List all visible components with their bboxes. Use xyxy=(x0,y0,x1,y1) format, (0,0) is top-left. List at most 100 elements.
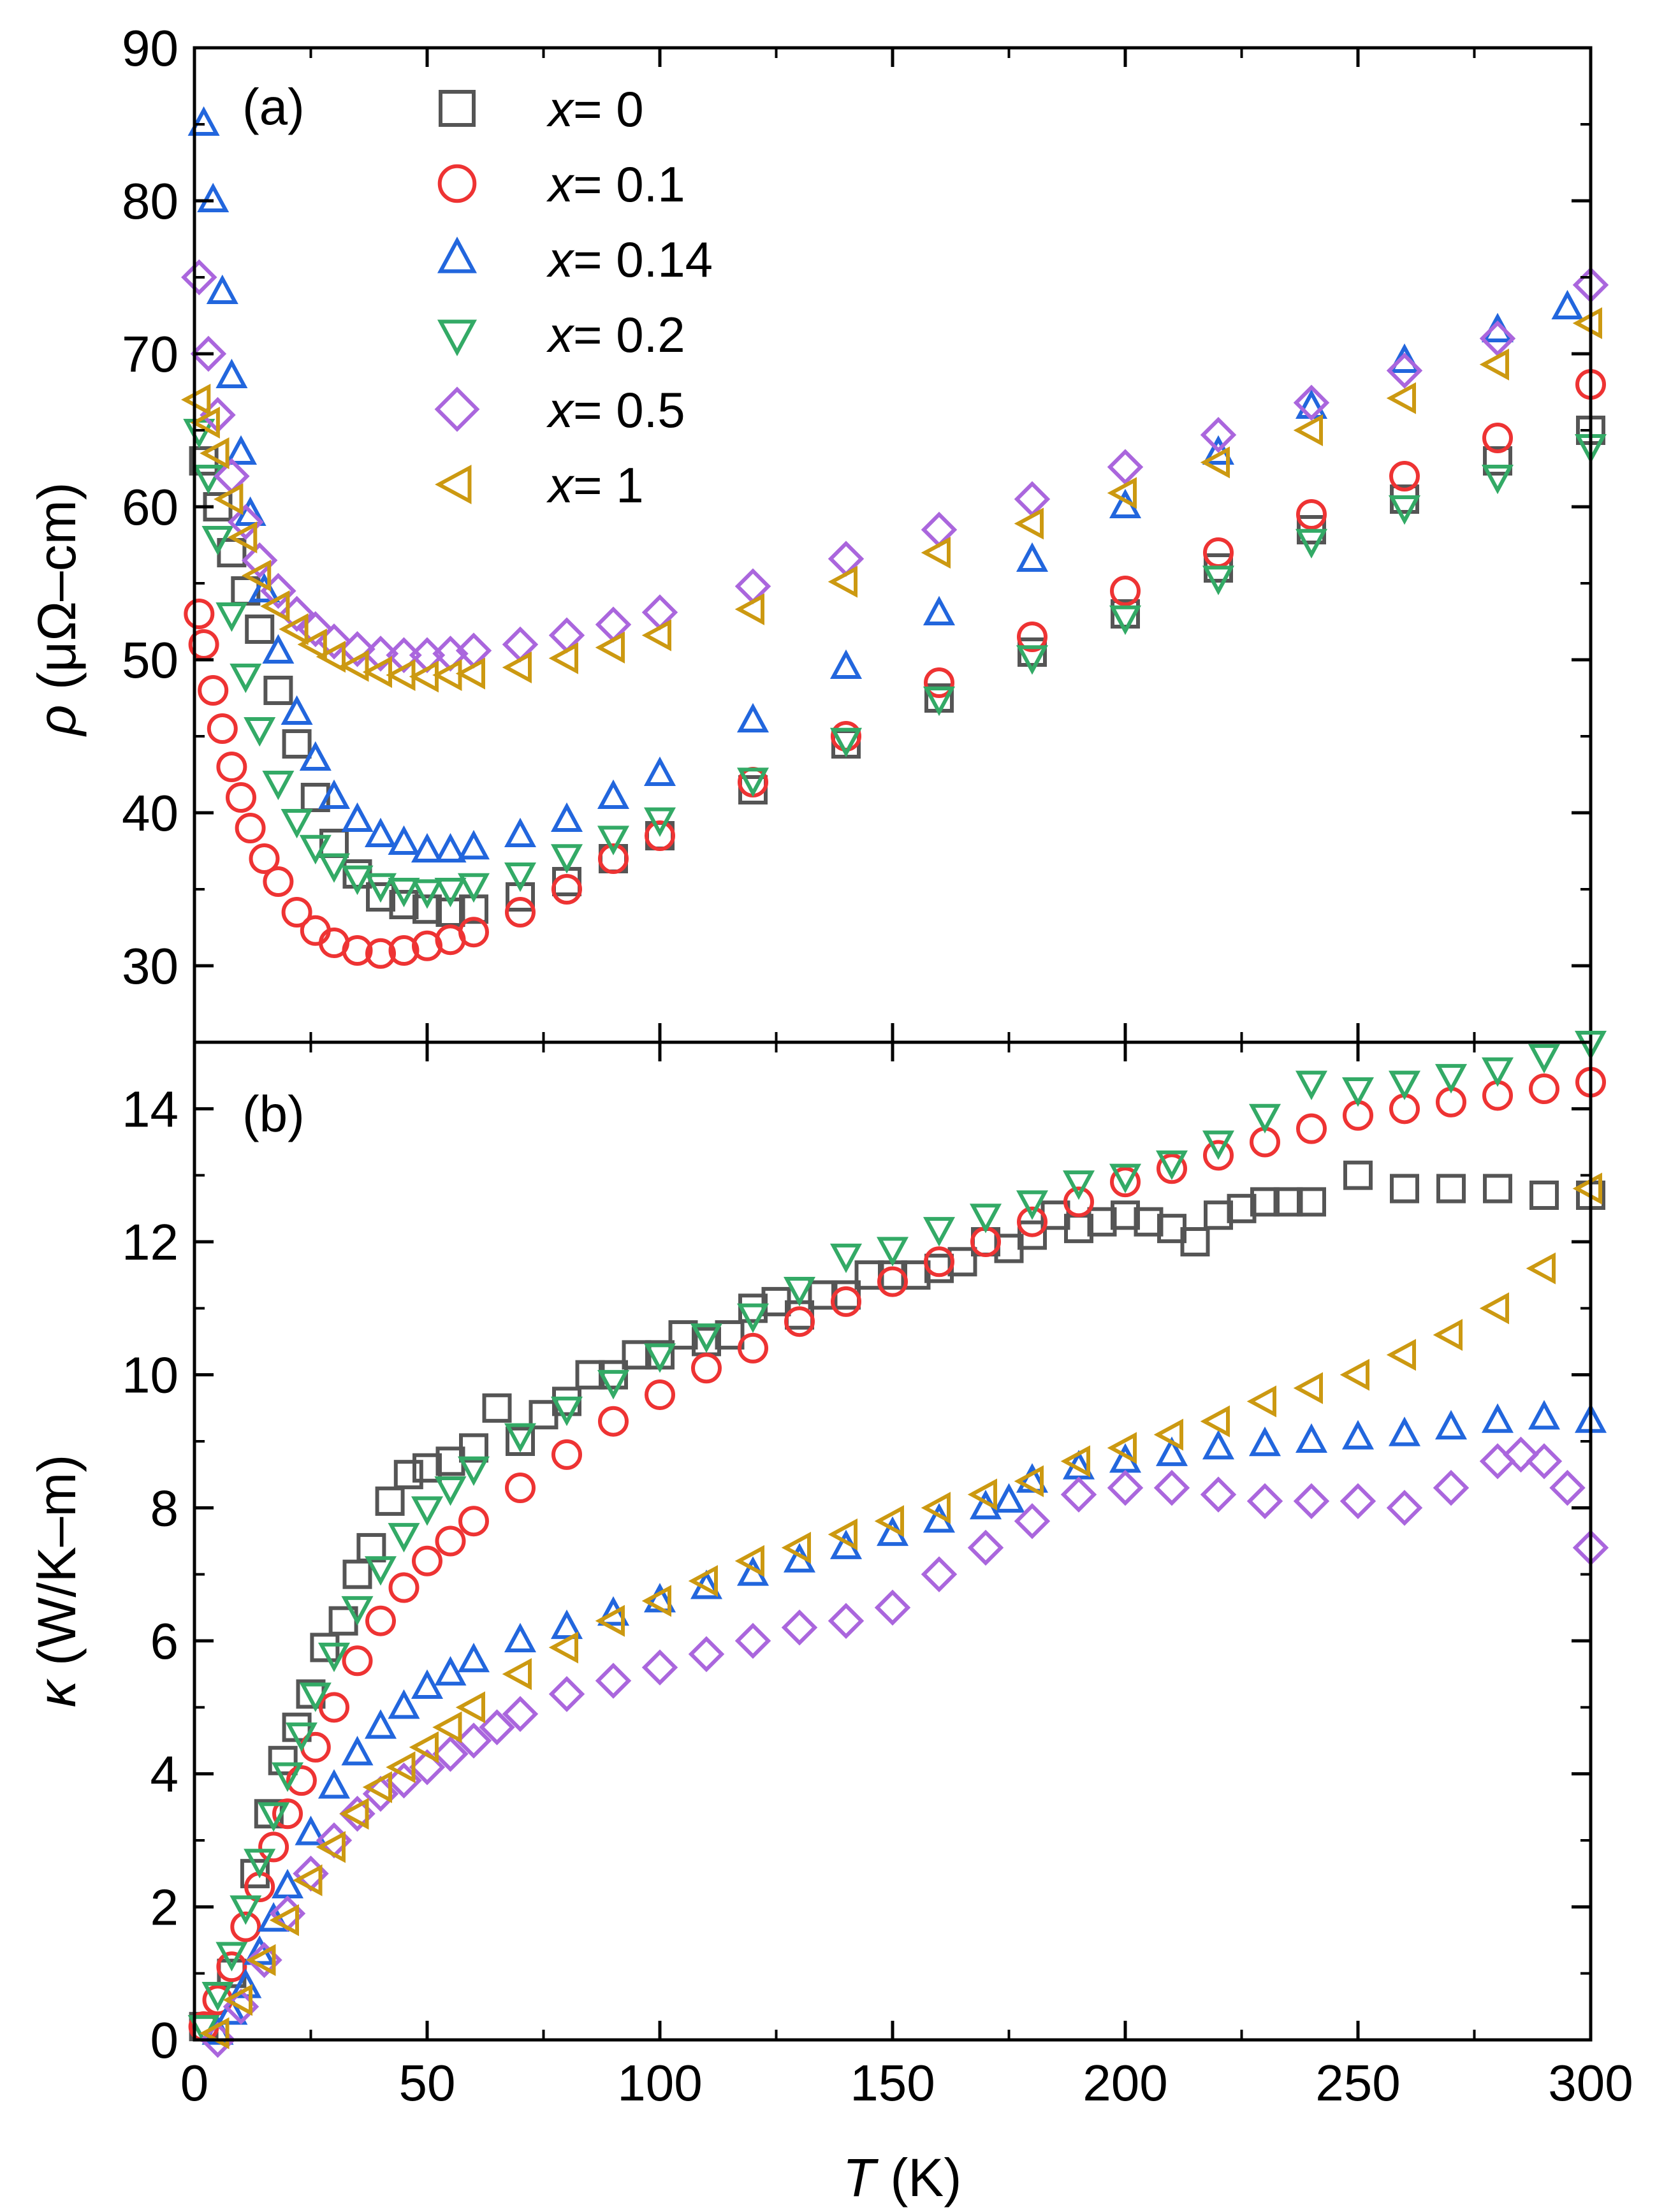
data-point xyxy=(595,1604,625,1637)
data-point xyxy=(249,843,280,874)
data-point xyxy=(828,565,858,598)
data-point xyxy=(272,1798,303,1830)
legend-marker xyxy=(437,236,478,273)
data-point xyxy=(595,1663,632,1699)
data-point xyxy=(548,642,578,674)
data-point xyxy=(923,687,956,717)
legend-value: = 0.2 xyxy=(573,307,685,363)
data-point xyxy=(365,1605,396,1636)
y-tick-label: 2 xyxy=(150,1879,179,1935)
data-point xyxy=(1016,542,1049,572)
data-point xyxy=(206,274,238,304)
data-point xyxy=(386,637,422,674)
data-point xyxy=(1388,495,1421,525)
data-point xyxy=(738,1332,768,1364)
data-point xyxy=(876,1237,909,1267)
data-point xyxy=(1388,1416,1421,1446)
data-point xyxy=(1111,1200,1140,1230)
data-point xyxy=(319,1692,349,1723)
data-point xyxy=(641,1649,678,1685)
data-point xyxy=(181,259,217,296)
data-point xyxy=(279,613,309,646)
legend-value: = 0.14 xyxy=(573,231,713,287)
data-point xyxy=(550,802,583,832)
legend-var: x xyxy=(546,81,575,137)
y-tick-label: 8 xyxy=(150,1480,179,1536)
data-point xyxy=(388,1689,420,1719)
data-point xyxy=(1482,423,1513,453)
data-point xyxy=(923,1217,956,1247)
data-point xyxy=(1386,1490,1423,1526)
data-point xyxy=(668,1320,698,1350)
data-point xyxy=(1297,1187,1326,1217)
data-point xyxy=(690,1323,723,1353)
data-point xyxy=(482,1393,512,1423)
x-tick-label: 100 xyxy=(617,2055,702,2111)
data-point xyxy=(240,1859,270,1889)
data-point xyxy=(411,1669,444,1699)
data-point xyxy=(502,1696,539,1733)
panel-a-axes: 30 40 50 60 70 80 90 xyxy=(122,20,1593,1044)
data-point xyxy=(715,1320,745,1350)
data-point xyxy=(1526,1443,1563,1480)
data-point xyxy=(643,807,676,837)
data-point xyxy=(969,1204,1002,1233)
data-point xyxy=(1017,1206,1047,1237)
data-point xyxy=(736,1303,770,1334)
data-point xyxy=(641,619,671,651)
data-point xyxy=(643,756,676,786)
data-point xyxy=(1016,1190,1049,1220)
data-point xyxy=(434,833,467,862)
legend-value: = 0.1 xyxy=(573,156,685,212)
data-point xyxy=(1574,1031,1607,1061)
data-point xyxy=(1062,1170,1095,1200)
data-point xyxy=(224,435,258,465)
data-point xyxy=(645,1379,675,1410)
y-tick-label: 80 xyxy=(122,173,179,229)
data-point xyxy=(781,1609,818,1646)
data-point xyxy=(412,894,442,924)
data-point xyxy=(1110,1167,1141,1198)
data-point xyxy=(409,1731,439,1763)
data-point xyxy=(317,779,351,809)
y-tick-label: 12 xyxy=(122,1214,179,1270)
data-point xyxy=(184,599,215,629)
data-point xyxy=(411,1496,444,1526)
data-point xyxy=(504,1622,537,1652)
data-point xyxy=(1107,1432,1137,1464)
data-point xyxy=(180,383,211,416)
data-point xyxy=(299,1682,332,1712)
data-point xyxy=(341,865,374,896)
data-point xyxy=(1109,605,1142,636)
y-tick-label: 50 xyxy=(122,632,179,688)
data-point xyxy=(595,631,625,664)
data-point xyxy=(216,1951,247,1983)
data-point xyxy=(260,590,290,623)
data-point xyxy=(1551,289,1584,319)
data-point xyxy=(362,1771,392,1803)
data-point xyxy=(1339,1358,1369,1391)
data-point xyxy=(362,636,399,672)
data-point xyxy=(215,1995,248,2025)
data-point xyxy=(1386,382,1416,414)
data-point xyxy=(455,657,485,690)
data-point xyxy=(216,752,247,782)
data-point xyxy=(921,536,951,569)
y-axis-title-a: ρ (μΩ–cm) xyxy=(27,482,87,737)
data-point xyxy=(214,483,244,516)
data-point xyxy=(300,915,331,946)
data-point xyxy=(598,1406,629,1437)
data-point xyxy=(1528,1400,1561,1430)
data-point xyxy=(295,1815,327,1845)
data-point xyxy=(1200,416,1237,453)
data-point xyxy=(1107,449,1144,485)
panel-a-label: (a) xyxy=(242,78,305,135)
x-tick-label: 250 xyxy=(1315,2055,1400,2111)
legend-item: x= 1 xyxy=(435,457,644,513)
data-point xyxy=(1572,307,1602,340)
data-point xyxy=(388,825,420,855)
data-point xyxy=(734,1622,771,1659)
data-point xyxy=(1017,622,1047,652)
data-point xyxy=(262,771,295,801)
data-point xyxy=(364,1709,397,1739)
